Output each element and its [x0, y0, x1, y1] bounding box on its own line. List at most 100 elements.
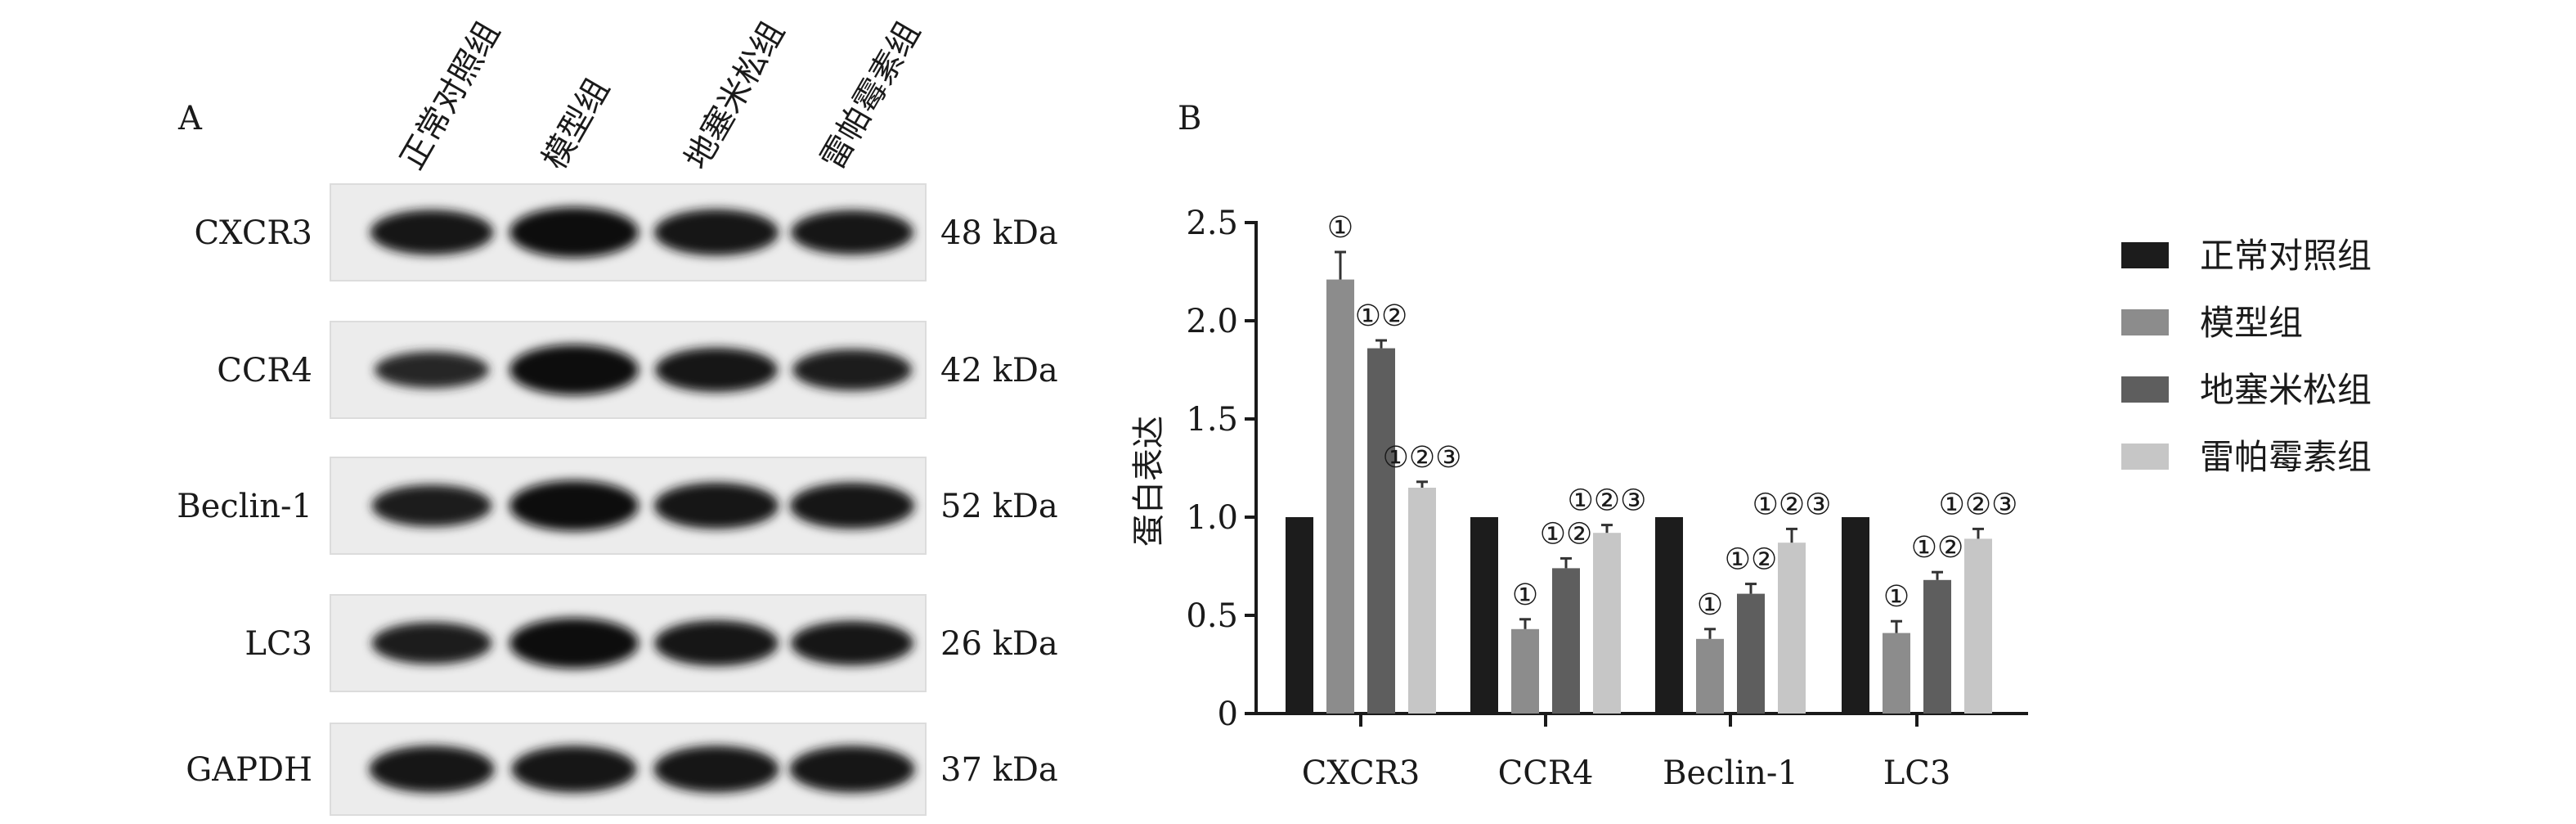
significance-marker: ①②	[1725, 543, 1778, 577]
blot-band	[653, 482, 779, 529]
bar	[1737, 593, 1765, 714]
kda-label: 26 kDa	[940, 625, 1058, 663]
blot-band	[371, 622, 492, 664]
significance-marker: ①②③	[1939, 488, 2018, 521]
blot-band	[655, 347, 778, 393]
blot-band	[792, 349, 912, 391]
bar	[1964, 538, 1992, 714]
legend-swatch	[2121, 309, 2169, 335]
x-tick-label: Beclin-1	[1663, 754, 1798, 792]
significance-marker: ①②③	[1568, 484, 1647, 518]
blot-band	[509, 618, 639, 669]
legend-label: 雷帕霉素组	[2200, 437, 2372, 477]
blot-band	[653, 209, 779, 256]
kda-label: 42 kDa	[940, 352, 1058, 389]
protein-label: Beclin-1	[177, 488, 312, 525]
x-tick-label: CCR4	[1498, 754, 1594, 792]
blot-row: LC3 26 kDa	[245, 594, 1058, 692]
blot-band	[509, 207, 639, 258]
bar	[1552, 568, 1580, 714]
significance-marker: ①	[1327, 211, 1353, 245]
blot-band	[509, 344, 639, 395]
bar	[1883, 633, 1910, 714]
protein-label: CXCR3	[194, 214, 312, 252]
blot-band	[371, 484, 492, 527]
bar	[1286, 517, 1313, 714]
panel-a-label: A	[177, 100, 203, 137]
bar	[1696, 638, 1724, 714]
blot-row: CCR4 42 kDa	[217, 321, 1058, 419]
blot-strip-border	[330, 594, 927, 692]
blot-band	[789, 745, 915, 793]
legend-label: 模型组	[2200, 303, 2303, 343]
x-tick-label: CXCR3	[1302, 754, 1420, 792]
y-tick-label: 0	[1218, 696, 1238, 733]
blot-band	[375, 351, 489, 389]
legend-label: 地塞米松组	[2200, 370, 2372, 410]
blot-row: Beclin-1 52 kDa	[177, 457, 1058, 555]
x-tick-label: LC3	[1883, 754, 1951, 792]
lane-labels: 正常对照组 模型组 地塞米松组 雷帕霉素组	[393, 16, 928, 176]
blot-row: CXCR3 48 kDa	[194, 183, 1058, 281]
blot-band	[509, 480, 639, 531]
blot-band	[653, 745, 779, 793]
blot-band	[511, 745, 637, 793]
y-tick-label: 2.5	[1186, 205, 1238, 242]
kda-label: 52 kDa	[940, 488, 1058, 525]
bar	[1778, 543, 1806, 714]
bar	[1326, 279, 1354, 714]
significance-marker: ①②③	[1383, 441, 1462, 475]
bar	[1923, 579, 1951, 714]
lane-label: 正常对照组	[393, 16, 508, 176]
y-tick-label: 1.5	[1186, 401, 1238, 439]
lane-label: 地塞米松组	[678, 16, 792, 176]
panel-a: A 正常对照组 模型组 地塞米松组 雷帕霉素组 CXCR3 48 kDa CCR4 42 k…	[177, 16, 1058, 816]
significance-marker: ①②③	[1752, 488, 1832, 521]
bar	[1655, 517, 1683, 714]
blot-band	[369, 745, 495, 793]
legend-label: 正常对照组	[2200, 236, 2372, 276]
blot-band	[370, 209, 494, 255]
protein-label: CCR4	[217, 352, 312, 389]
bar	[1842, 517, 1869, 714]
legend-swatch	[2121, 444, 2169, 470]
blot-strip-border	[330, 321, 927, 419]
bar-chart: 00.51.01.52.02.5CXCR3①①②①②③CCR4①①②①②③Bec…	[1186, 205, 2028, 792]
blot-strip-border	[330, 457, 927, 555]
significance-marker: ①	[1883, 580, 1910, 614]
blot-band	[654, 620, 779, 666]
bar	[1367, 348, 1395, 714]
bar	[1593, 533, 1621, 714]
blot-band	[789, 482, 915, 529]
kda-label: 37 kDa	[940, 751, 1058, 789]
significance-marker: ①②	[1911, 531, 1964, 565]
significance-marker: ①②	[1540, 517, 1593, 551]
blot-strip-border	[330, 723, 927, 816]
panel-b-label: B	[1178, 100, 1201, 137]
bar	[1470, 517, 1498, 714]
y-tick-label: 2.0	[1186, 303, 1238, 340]
bar	[1511, 628, 1539, 714]
blot-strip-border	[330, 183, 927, 281]
y-tick-label: 1.0	[1186, 499, 1238, 537]
western-blots: CXCR3 48 kDa CCR4 42 kDa Beclin-1 52 kDa LC3 26…	[177, 183, 1058, 816]
protein-label: GAPDH	[186, 751, 312, 789]
legend-swatch	[2121, 242, 2169, 268]
y-tick-label: 0.5	[1186, 597, 1238, 635]
kda-label: 48 kDa	[940, 214, 1058, 252]
significance-marker: ①	[1512, 579, 1538, 612]
protein-label: LC3	[245, 625, 312, 663]
blot-band	[791, 209, 913, 255]
significance-marker: ①②	[1355, 299, 1408, 333]
y-axis-label: 蛋白表达	[1130, 416, 1168, 547]
lane-label: 模型组	[536, 72, 617, 176]
blot-row: GAPDH 37 kDa	[186, 723, 1058, 816]
bar	[1408, 488, 1436, 714]
lane-label: 雷帕霉素组	[814, 16, 928, 176]
blot-band	[791, 620, 913, 666]
significance-marker: ①	[1697, 588, 1723, 622]
legend-swatch	[2121, 376, 2169, 403]
panel-b: B 蛋白表达 00.51.01.52.02.5CXCR3①①②①②③CCR4①①…	[1130, 100, 2372, 792]
